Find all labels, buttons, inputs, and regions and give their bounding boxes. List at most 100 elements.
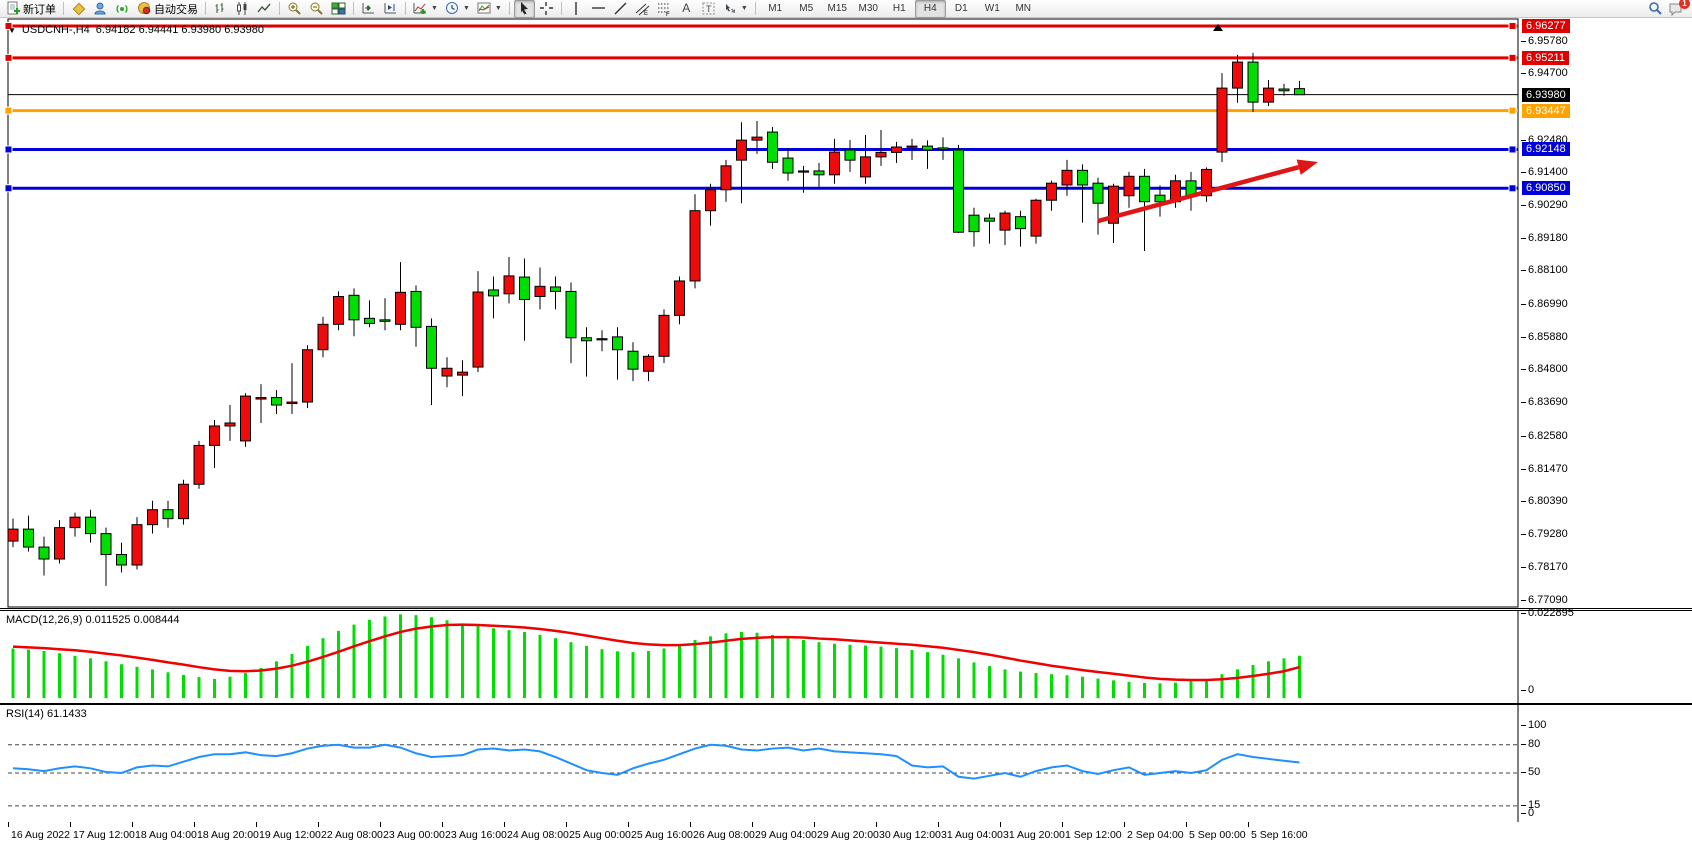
line-handle-right[interactable] xyxy=(1508,53,1517,62)
chart-shift-button[interactable] xyxy=(380,0,401,18)
chart-dropdown-icon[interactable]: ▼ xyxy=(8,25,16,35)
candle-body xyxy=(1030,199,1042,237)
candlestick-chart[interactable] xyxy=(0,18,1692,608)
fibonacci-button[interactable]: F xyxy=(654,0,675,18)
shift-marker-icon[interactable] xyxy=(1213,24,1223,31)
chart-candles-button[interactable] xyxy=(232,0,253,18)
text-button[interactable]: A xyxy=(676,0,697,18)
line-handle-right[interactable] xyxy=(1508,145,1517,154)
text-label-icon: T xyxy=(701,1,716,16)
time-label: 1 Sep 12:00 xyxy=(1065,829,1122,841)
time-label: 31 Aug 20:00 xyxy=(1003,829,1065,841)
trendline-button[interactable] xyxy=(610,0,631,18)
timeframe-button-m5[interactable]: M5 xyxy=(799,3,814,14)
text-label-button[interactable]: T xyxy=(698,0,719,18)
candle-body xyxy=(565,290,577,339)
timeframe-button-w1[interactable]: W1 xyxy=(984,3,1000,14)
candlestick-icon xyxy=(235,1,250,16)
line-handle-left[interactable] xyxy=(4,145,13,154)
clock-icon xyxy=(445,1,460,16)
price-badge-6.92148: 6.92148 xyxy=(1522,142,1570,157)
notifications-button[interactable]: 1 xyxy=(1665,0,1690,18)
timeframe-button-m15[interactable]: M15 xyxy=(827,3,847,14)
dropdown-caret: ▼ xyxy=(462,5,470,12)
signals-button[interactable] xyxy=(112,0,133,18)
crosshair-button[interactable] xyxy=(536,0,557,18)
chart-line-button[interactable] xyxy=(254,0,275,18)
line-handle-right[interactable] xyxy=(1508,184,1517,193)
market-depth-button[interactable] xyxy=(68,0,89,18)
line-handle-right[interactable] xyxy=(1508,22,1517,30)
line-handle-left[interactable] xyxy=(4,184,13,193)
macd-chart[interactable] xyxy=(0,611,1692,703)
candle-body xyxy=(643,355,654,372)
candle-body xyxy=(844,149,856,161)
channel-icon: E xyxy=(635,1,650,16)
contacts-button[interactable] xyxy=(90,0,111,18)
timeframe-button-m30[interactable]: M30 xyxy=(858,3,878,14)
candle-body xyxy=(798,170,809,173)
time-label: 18 Aug 04:00 xyxy=(135,829,197,841)
timeframe-button-mn[interactable]: MN xyxy=(1015,3,1032,14)
symbol-period-label: USDCNH-,H4 xyxy=(21,24,90,36)
autotrade-button[interactable]: 自动交易 xyxy=(134,0,201,18)
trend-arrow-head[interactable] xyxy=(1296,159,1318,175)
time-tick xyxy=(938,822,939,827)
line-handle-left[interactable] xyxy=(4,22,13,30)
price-tick-6.8258: 6.82580 xyxy=(1521,429,1568,442)
toolbar-separator xyxy=(508,2,510,15)
timeframe-button-h4[interactable]: H4 xyxy=(914,0,946,18)
candle-body xyxy=(255,397,267,400)
time-label: 17 Aug 12:00 xyxy=(73,829,135,841)
line-handle-left[interactable] xyxy=(4,106,13,115)
timeframe-button-h1[interactable]: H1 xyxy=(892,3,906,14)
time-tick xyxy=(256,822,257,827)
tile-windows-button[interactable] xyxy=(328,0,349,18)
templates-dropdown[interactable]: ▼ xyxy=(474,0,505,18)
trend-arrow-line[interactable] xyxy=(1097,165,1300,224)
candle-body xyxy=(240,395,251,442)
rsi-pane[interactable]: RSI(14) 61.1433 xyxy=(0,704,1692,824)
rsi-chart[interactable] xyxy=(0,705,1692,823)
zoom-in-button[interactable] xyxy=(284,0,305,18)
candle-body xyxy=(69,516,81,529)
candle-body xyxy=(1092,182,1104,204)
horizontal-line-button[interactable] xyxy=(588,0,609,18)
svg-text:T: T xyxy=(706,4,712,14)
timeframe-button-m1[interactable]: M1 xyxy=(768,3,783,14)
candle-body xyxy=(1077,169,1088,186)
signal-icon xyxy=(115,1,130,16)
text-icon: A xyxy=(682,1,691,15)
time-axis[interactable]: 16 Aug 2022 17 Aug 12:00 18 Aug 04:00 18 Au… xyxy=(0,822,1692,845)
arrows-dropdown[interactable]: ▼ xyxy=(720,0,751,18)
new-order-button[interactable]: 新订单 xyxy=(3,0,59,18)
auto-scroll-button[interactable] xyxy=(358,0,379,18)
line-handle-right[interactable] xyxy=(1508,106,1517,115)
zoom-out-button[interactable] xyxy=(306,0,327,18)
candle-body xyxy=(906,145,918,148)
indicators-dropdown[interactable]: ▼ xyxy=(410,0,441,18)
macd-pane[interactable]: MACD(12,26,9) 0.011525 0.008444 xyxy=(0,610,1692,704)
candle-body xyxy=(209,425,220,446)
new-order-icon xyxy=(6,1,21,16)
ohlc-values-label: 6.94182 6.94441 6.93980 6.93980 xyxy=(95,24,264,36)
main-chart-pane[interactable]: ▼ USDCNH-,H4 6.94182 6.94441 6.93980 6.9… xyxy=(0,18,1692,609)
cursor-button[interactable] xyxy=(513,0,535,18)
candle-body xyxy=(379,319,391,322)
equidistant-channel-button[interactable]: E xyxy=(632,0,653,18)
periods-dropdown[interactable]: ▼ xyxy=(442,0,473,18)
candle-body xyxy=(271,397,282,406)
timeframe-button-d1[interactable]: D1 xyxy=(954,3,968,14)
vertical-line-button[interactable] xyxy=(566,0,587,18)
time-tick xyxy=(1124,822,1125,827)
chart-bars-button[interactable] xyxy=(210,0,231,18)
candle-body xyxy=(999,212,1011,231)
autotrade-icon xyxy=(137,1,152,16)
time-tick xyxy=(628,822,629,827)
macd-label: MACD(12,26,9) 0.011525 0.008444 xyxy=(6,614,180,626)
price-tick-6.8147: 6.81470 xyxy=(1521,462,1568,475)
price-axis[interactable]: 6.95780 6.94700 6.92480 6.91400 6.90290 6.891… xyxy=(1519,18,1692,822)
candle-body xyxy=(364,317,375,324)
search-button[interactable] xyxy=(1644,0,1665,18)
line-handle-left[interactable] xyxy=(4,53,13,62)
